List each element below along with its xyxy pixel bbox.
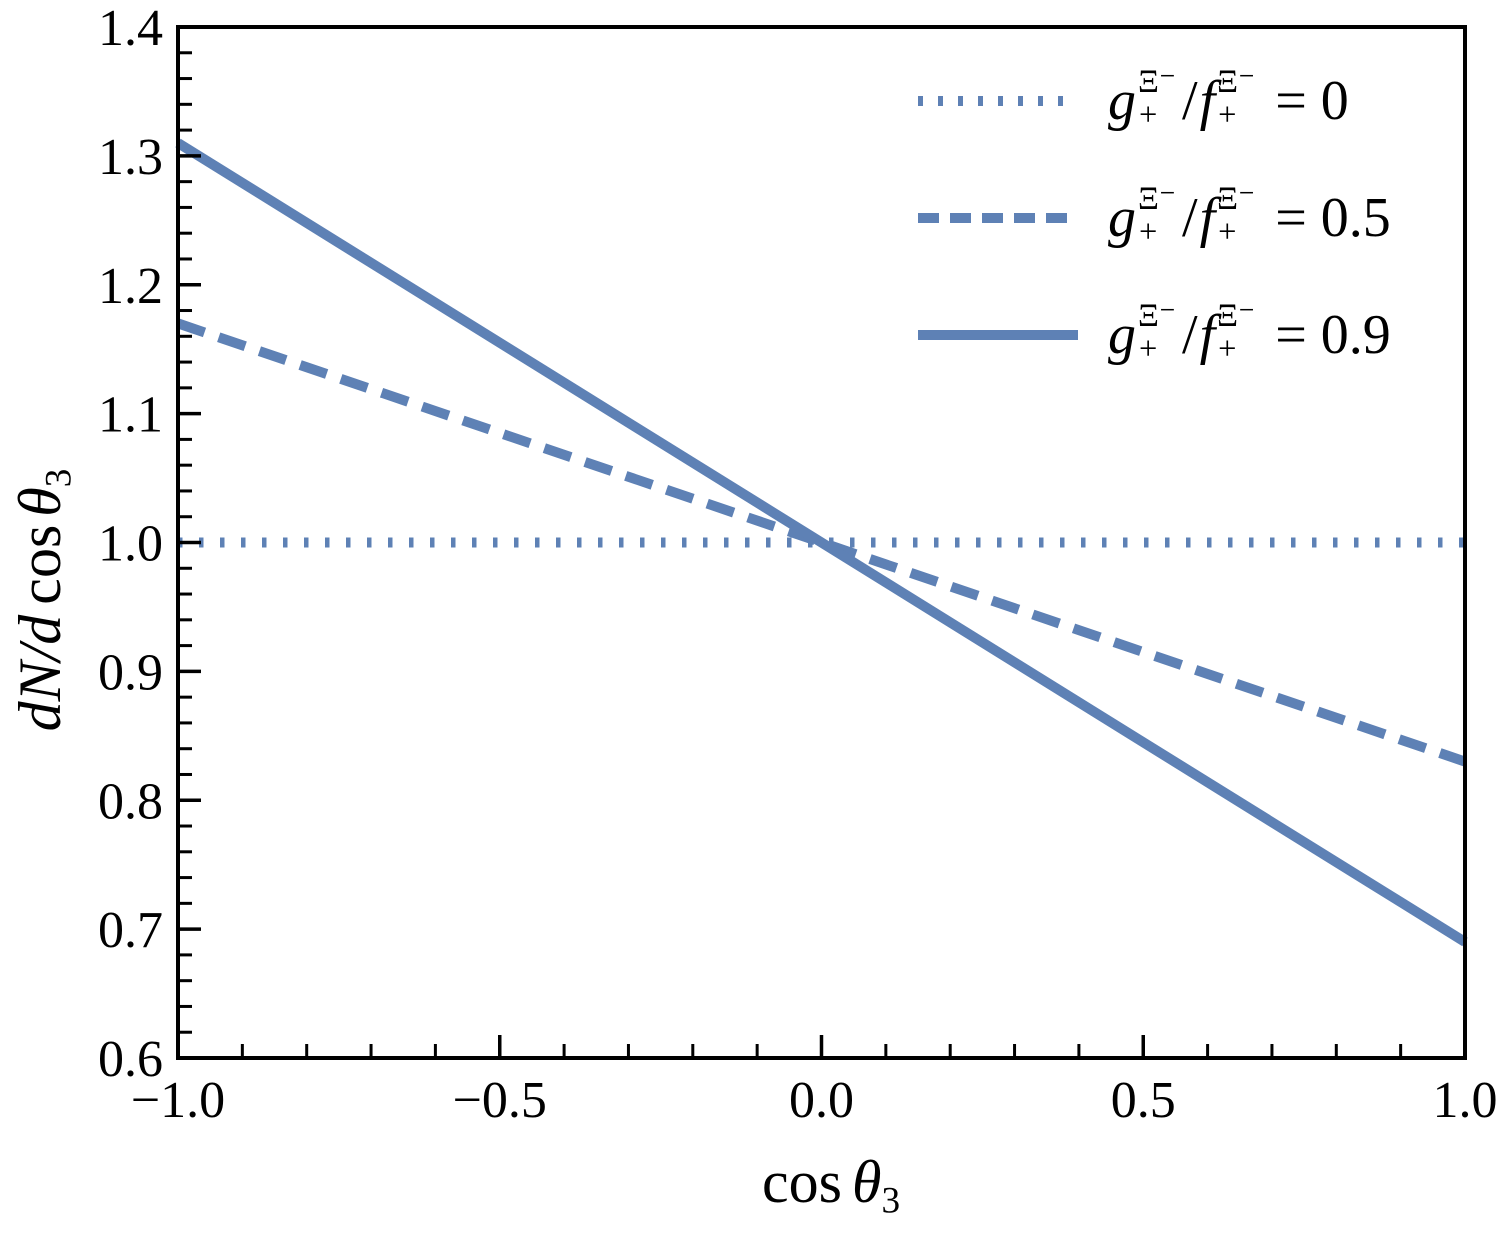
legend-line-sample-dashed: [918, 213, 1078, 223]
y-axis-label-dNd: dN/d: [7, 614, 73, 732]
legend-line-sample-dotted: [918, 96, 1078, 106]
legend-slash: /: [1182, 187, 1198, 249]
y-axis-label: dN/d cos θ3: [6, 360, 79, 840]
y-tick-label: 1.2: [98, 258, 163, 315]
legend-equals-value: = 0.9: [1275, 304, 1391, 366]
legend-f-scripts: Ξ⁻ +: [1217, 297, 1256, 367]
plot-frame: [176, 25, 1467, 1060]
legend-f-scripts: Ξ⁻ +: [1217, 180, 1256, 250]
y-axis-label-cos: cos: [7, 524, 73, 605]
y-axis-label-subscript: 3: [38, 468, 80, 488]
y-tick-label: 0.8: [98, 773, 163, 830]
legend-g-subscript: +: [1139, 97, 1158, 133]
legend-f-scripts: Ξ⁻ +: [1217, 63, 1256, 133]
legend-f-subscript: +: [1218, 214, 1237, 250]
legend-label: g Ξ⁻ + / f Ξ⁻ + = 0: [1108, 63, 1349, 134]
legend-g-superscript: Ξ⁻: [1138, 297, 1177, 334]
legend-f-superscript: Ξ⁻: [1217, 297, 1256, 334]
legend-g-scripts: Ξ⁻ +: [1138, 297, 1177, 367]
legend-f-subscript: +: [1218, 97, 1237, 133]
legend-g-symbol: g: [1108, 304, 1136, 366]
y-tick-label: 0.6: [98, 1031, 163, 1088]
series-line-dashed: [176, 318, 1467, 767]
legend-equals-value: = 0.5: [1275, 187, 1391, 249]
x-tick-label: 0.0: [789, 1072, 854, 1129]
legend-g-superscript: Ξ⁻: [1138, 63, 1177, 100]
x-tick-label: 1.0: [1433, 1072, 1498, 1129]
x-axis-label: cos θ3: [631, 1148, 1031, 1222]
legend-item-ratio-0-5: g Ξ⁻ + / f Ξ⁻ + = 0.5: [918, 175, 1391, 261]
y-axis-label-theta: θ: [7, 487, 73, 517]
y-tick-label: 1.3: [98, 129, 163, 186]
x-axis-label-subscript: 3: [881, 1180, 901, 1222]
legend-label: g Ξ⁻ + / f Ξ⁻ + = 0.9: [1108, 297, 1391, 368]
x-tick-label: −1.0: [131, 1072, 225, 1129]
legend-g-scripts: Ξ⁻ +: [1138, 63, 1177, 133]
x-axis-label-theta: θ: [851, 1149, 882, 1215]
legend-g-subscript: +: [1139, 331, 1158, 367]
y-tick-label: 1.1: [98, 387, 163, 444]
legend-equals-value: = 0: [1275, 70, 1349, 132]
legend-item-ratio-0-9: g Ξ⁻ + / f Ξ⁻ + = 0.9: [918, 292, 1391, 378]
y-tick-label: 1.0: [98, 516, 163, 573]
legend-g-subscript: +: [1139, 214, 1158, 250]
legend-f-superscript: Ξ⁻: [1217, 63, 1256, 100]
y-tick-label: 1.4: [98, 0, 163, 57]
legend-g-symbol: g: [1108, 187, 1136, 249]
legend-f-symbol: f: [1199, 304, 1216, 366]
legend-slash: /: [1182, 304, 1198, 366]
legend-line-sample-solid: [918, 330, 1078, 340]
legend-f-symbol: f: [1199, 70, 1216, 132]
y-tick-label: 0.7: [98, 902, 163, 959]
legend-g-superscript: Ξ⁻: [1138, 180, 1177, 217]
legend-label: g Ξ⁻ + / f Ξ⁻ + = 0.5: [1108, 180, 1391, 251]
x-tick-label: −0.5: [453, 1072, 547, 1129]
x-tick-label: 0.5: [1111, 1072, 1176, 1129]
legend-slash: /: [1182, 70, 1198, 132]
legend-f-superscript: Ξ⁻: [1217, 180, 1256, 217]
legend-f-subscript: +: [1218, 331, 1237, 367]
series-line-solid: [175, 138, 1468, 947]
legend-g-scripts: Ξ⁻ +: [1138, 180, 1177, 250]
legend-item-ratio-0: g Ξ⁻ + / f Ξ⁻ + = 0: [918, 58, 1391, 144]
legend-f-symbol: f: [1199, 187, 1216, 249]
x-axis-label-cos: cos: [761, 1149, 842, 1215]
legend-g-symbol: g: [1108, 70, 1136, 132]
y-tick-label: 0.9: [98, 644, 163, 701]
plot-legend: g Ξ⁻ + / f Ξ⁻ + = 0 g Ξ⁻ + / f Ξ⁻ + = 0.5 g Ξ⁻ + / f Ξ⁻ + = 0…: [918, 58, 1391, 378]
